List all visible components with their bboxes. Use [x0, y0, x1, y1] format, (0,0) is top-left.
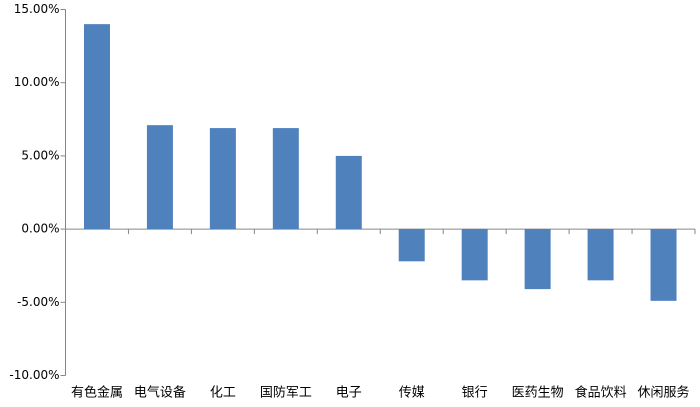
- y-tick-label: -10.00%: [9, 368, 59, 382]
- y-tick-label: 0.00%: [21, 222, 59, 236]
- bar: [461, 229, 488, 281]
- bar: [209, 128, 236, 230]
- bar: [650, 229, 677, 301]
- x-tick-label: 化工: [210, 386, 236, 401]
- bar: [398, 229, 425, 262]
- bar: [524, 229, 551, 290]
- x-tick-label: 休闲服务: [638, 385, 690, 401]
- bar: [146, 125, 173, 230]
- bar: [335, 155, 362, 230]
- x-tick-label: 电子: [336, 386, 362, 401]
- x-tick-label: 国防军工: [260, 385, 312, 401]
- bar: [83, 24, 110, 230]
- x-tick-label: 食品饮料: [575, 385, 627, 401]
- x-tick-label: 银行: [462, 386, 488, 401]
- y-tick-label: 5.00%: [21, 148, 59, 162]
- x-tick-label: 有色金属: [71, 385, 123, 401]
- bar: [272, 128, 299, 230]
- x-tick-label: 医药生物: [512, 386, 564, 401]
- x-tick-label: 传媒: [399, 386, 425, 401]
- y-tick-label: -5.00%: [17, 295, 59, 309]
- bar: [587, 229, 614, 281]
- y-tick-label: 15.00%: [14, 2, 60, 16]
- x-tick-label: 电气设备: [134, 385, 186, 401]
- y-tick-label: 10.00%: [14, 75, 60, 89]
